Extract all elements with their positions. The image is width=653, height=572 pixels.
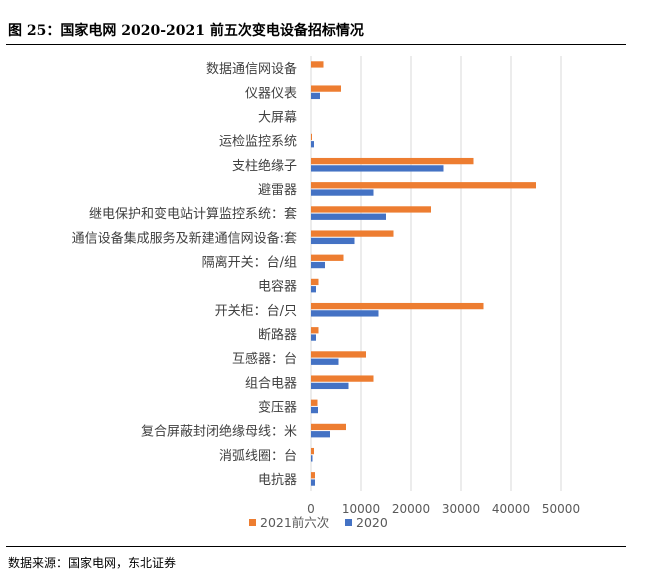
bar-2021 <box>311 133 312 141</box>
bar-2020 <box>311 189 374 196</box>
bar-2020 <box>311 237 355 245</box>
bar-2020 <box>311 92 320 100</box>
gridlines <box>310 56 562 491</box>
bar-2021 <box>311 61 324 68</box>
bar-2021 <box>311 278 319 286</box>
bar-2021 <box>311 375 374 382</box>
category-label: 组合电器 <box>245 376 297 391</box>
bar-2020 <box>311 455 313 462</box>
category-label: 支柱绝缘子 <box>232 158 297 174</box>
category-label: 隔离开关：台/组 <box>202 254 297 270</box>
bar-2020 <box>311 406 318 414</box>
bar-2021 <box>311 327 319 334</box>
bar-2021 <box>311 399 318 406</box>
bar-2020 <box>311 213 386 220</box>
category-label: 消弧线圈：台 <box>219 449 297 464</box>
category-label: 断路器 <box>258 327 297 343</box>
x-tick-labels: 0 10000 20000 30000 40000 50000 <box>307 502 580 516</box>
source-note: 数据来源：国家电网，东北证券 <box>8 556 177 570</box>
category-label: 通信设备集成服务及新建通信网设备:套 <box>72 230 297 246</box>
bar-2021 <box>311 302 484 310</box>
category-label: 变压器 <box>258 399 297 415</box>
x-tick-label: 0 <box>307 502 315 516</box>
bar-2020 <box>311 358 339 365</box>
bar-2021 <box>311 206 431 213</box>
bars <box>311 61 536 486</box>
bar-2021 <box>311 157 474 165</box>
bar-2020 <box>311 431 330 438</box>
bar-2020 <box>311 165 444 172</box>
category-label: 互感器：台 <box>232 351 297 367</box>
bar-2021 <box>311 85 341 92</box>
bar-2021 <box>311 472 315 479</box>
bar-2021 <box>311 351 366 358</box>
category-labels: 数据通信网设备仪器仪表大屏幕运检监控系统支柱绝缘子避雷器继电保护和变电站计算监控… <box>72 61 297 488</box>
bar-2020 <box>311 334 316 341</box>
bar-2021 <box>311 230 394 237</box>
category-label: 仪器仪表 <box>245 86 297 101</box>
category-label: 运检监控系统 <box>219 135 297 150</box>
x-tick-label: 10000 <box>342 502 380 516</box>
bar-2020 <box>311 141 314 148</box>
bar-2021 <box>311 254 344 261</box>
category-label: 避雷器 <box>258 183 297 198</box>
title-rule <box>6 44 626 45</box>
category-label: 大屏幕 <box>258 110 297 125</box>
x-tick-label: 40000 <box>492 502 530 516</box>
x-tick-label: 50000 <box>542 502 580 516</box>
source-rule <box>6 546 626 547</box>
bar-2020 <box>311 310 379 317</box>
category-label: 电抗器 <box>258 473 297 488</box>
category-label: 开关柜：台/只 <box>215 304 297 319</box>
category-label: 电容器 <box>258 279 297 295</box>
bar-2020 <box>311 382 349 390</box>
category-label: 继电保护和变电站计算监控系统：套 <box>89 206 297 222</box>
bar-2021 <box>311 447 314 455</box>
bar-2020 <box>311 261 325 269</box>
legend-swatch <box>249 519 256 526</box>
legend-label: 2020 <box>356 515 388 530</box>
category-label: 复合屏蔽封闭绝缘母线：米 <box>141 424 297 440</box>
legend: 2021前六次 2020 <box>249 515 388 530</box>
bar-2020 <box>311 479 315 486</box>
x-tick-label: 30000 <box>442 502 480 516</box>
legend-swatch <box>345 519 352 526</box>
category-label: 数据通信网设备 <box>206 61 297 77</box>
bar-chart: 数据通信网设备仪器仪表大屏幕运检监控系统支柱绝缘子避雷器继电保护和变电站计算监控… <box>72 56 580 530</box>
bar-2021 <box>311 423 346 431</box>
x-tick-label: 20000 <box>392 502 430 516</box>
figure-title: 图 25：国家电网 2020-2021 前五次变电设备招标情况 <box>8 23 364 39</box>
bar-2020 <box>311 286 316 293</box>
legend-label: 2021前六次 <box>260 515 329 530</box>
bar-2021 <box>311 182 536 189</box>
